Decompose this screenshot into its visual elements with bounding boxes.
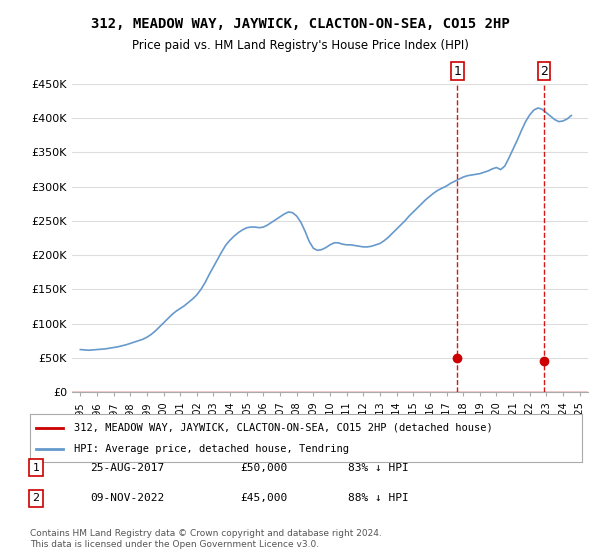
Text: 83% ↓ HPI: 83% ↓ HPI xyxy=(348,463,409,473)
Text: £50,000: £50,000 xyxy=(240,463,287,473)
Text: Contains HM Land Registry data © Crown copyright and database right 2024.
This d: Contains HM Land Registry data © Crown c… xyxy=(30,529,382,549)
Text: 2: 2 xyxy=(540,65,548,78)
Text: 312, MEADOW WAY, JAYWICK, CLACTON-ON-SEA, CO15 2HP: 312, MEADOW WAY, JAYWICK, CLACTON-ON-SEA… xyxy=(91,17,509,31)
Text: Price paid vs. HM Land Registry's House Price Index (HPI): Price paid vs. HM Land Registry's House … xyxy=(131,39,469,52)
Text: 312, MEADOW WAY, JAYWICK, CLACTON-ON-SEA, CO15 2HP (detached house): 312, MEADOW WAY, JAYWICK, CLACTON-ON-SEA… xyxy=(74,423,493,433)
Text: £45,000: £45,000 xyxy=(240,493,287,503)
Text: 88% ↓ HPI: 88% ↓ HPI xyxy=(348,493,409,503)
Text: HPI: Average price, detached house, Tendring: HPI: Average price, detached house, Tend… xyxy=(74,444,349,454)
Text: 25-AUG-2017: 25-AUG-2017 xyxy=(90,463,164,473)
Text: 2: 2 xyxy=(32,493,40,503)
Text: 1: 1 xyxy=(32,463,40,473)
Text: 1: 1 xyxy=(454,65,461,78)
Text: 09-NOV-2022: 09-NOV-2022 xyxy=(90,493,164,503)
